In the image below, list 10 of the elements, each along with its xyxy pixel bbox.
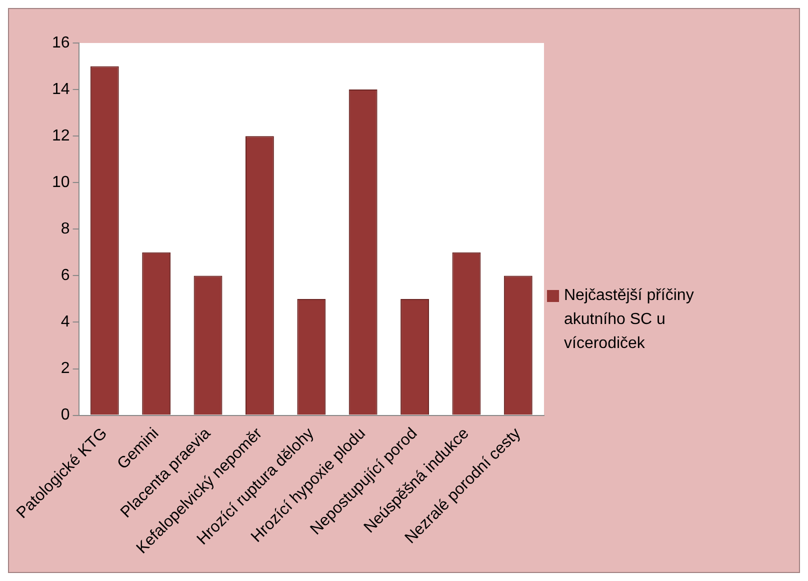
y-tick-label: 0 — [60, 406, 70, 424]
legend-label: Nejčastější příčiny akutního SC u vícerodiček — [564, 286, 695, 354]
y-tick-label: 4 — [60, 314, 70, 331]
y-tick-label: 8 — [60, 220, 70, 238]
y-tick-label: 12 — [52, 127, 70, 144]
y-tick-label: 16 — [52, 34, 70, 52]
y-tick-label: 10 — [52, 174, 70, 192]
y-tick-label: 2 — [60, 360, 70, 378]
y-tick-label: 14 — [52, 80, 70, 98]
y-tick-label: 6 — [60, 267, 70, 284]
